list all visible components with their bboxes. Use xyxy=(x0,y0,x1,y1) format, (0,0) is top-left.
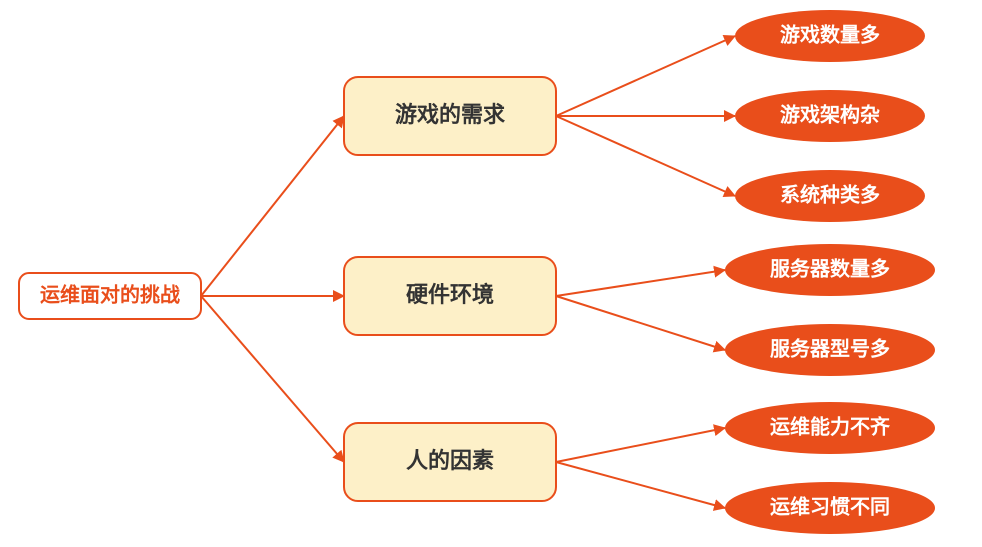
nodes-layer: 运维面对的挑战 游戏的需求硬件环境人的因素 游戏数量多游戏架构杂系统种类多服务器数量… xyxy=(19,10,935,534)
leaf-node-l5: 服务器型号多 xyxy=(725,324,935,376)
leaf-node-l6: 运维能力不齐 xyxy=(725,402,935,454)
leaf-node-l7: 运维习惯不同 xyxy=(725,482,935,534)
leaf-node-l3: 系统种类多 xyxy=(735,170,925,222)
edge-b1-l3 xyxy=(556,116,735,196)
leaf-label: 系统种类多 xyxy=(780,182,880,206)
branch-label: 硬件环境 xyxy=(406,282,494,307)
leaf-label: 游戏数量多 xyxy=(780,22,880,46)
edge-b3-l7 xyxy=(556,462,725,508)
branch-node-b2: 硬件环境 xyxy=(344,257,556,335)
leaf-label: 运维能力不齐 xyxy=(770,414,891,438)
branch-label: 人的因素 xyxy=(406,448,494,473)
leaf-label: 服务器数量多 xyxy=(770,256,890,280)
edge-root-b1 xyxy=(201,116,344,296)
leaf-label: 服务器型号多 xyxy=(770,336,890,360)
edge-b1-l1 xyxy=(556,36,735,116)
branch-label: 游戏的需求 xyxy=(395,102,505,127)
edge-b3-l6 xyxy=(556,428,725,462)
leaf-node-l1: 游戏数量多 xyxy=(735,10,925,62)
leaf-node-l2: 游戏架构杂 xyxy=(735,90,925,142)
leaf-node-l4: 服务器数量多 xyxy=(725,244,935,296)
branch-node-b3: 人的因素 xyxy=(344,423,556,501)
root-label: 运维面对的挑战 xyxy=(40,282,180,306)
leaf-label: 运维习惯不同 xyxy=(770,494,890,518)
edge-b2-l4 xyxy=(556,270,725,296)
edge-root-b3 xyxy=(201,296,344,462)
leaf-label: 游戏架构杂 xyxy=(780,102,880,126)
edge-b2-l5 xyxy=(556,296,725,350)
branch-node-b1: 游戏的需求 xyxy=(344,77,556,155)
diagram-canvas: 运维面对的挑战 游戏的需求硬件环境人的因素 游戏数量多游戏架构杂系统种类多服务器数量… xyxy=(0,0,982,547)
root-node: 运维面对的挑战 xyxy=(19,273,201,319)
